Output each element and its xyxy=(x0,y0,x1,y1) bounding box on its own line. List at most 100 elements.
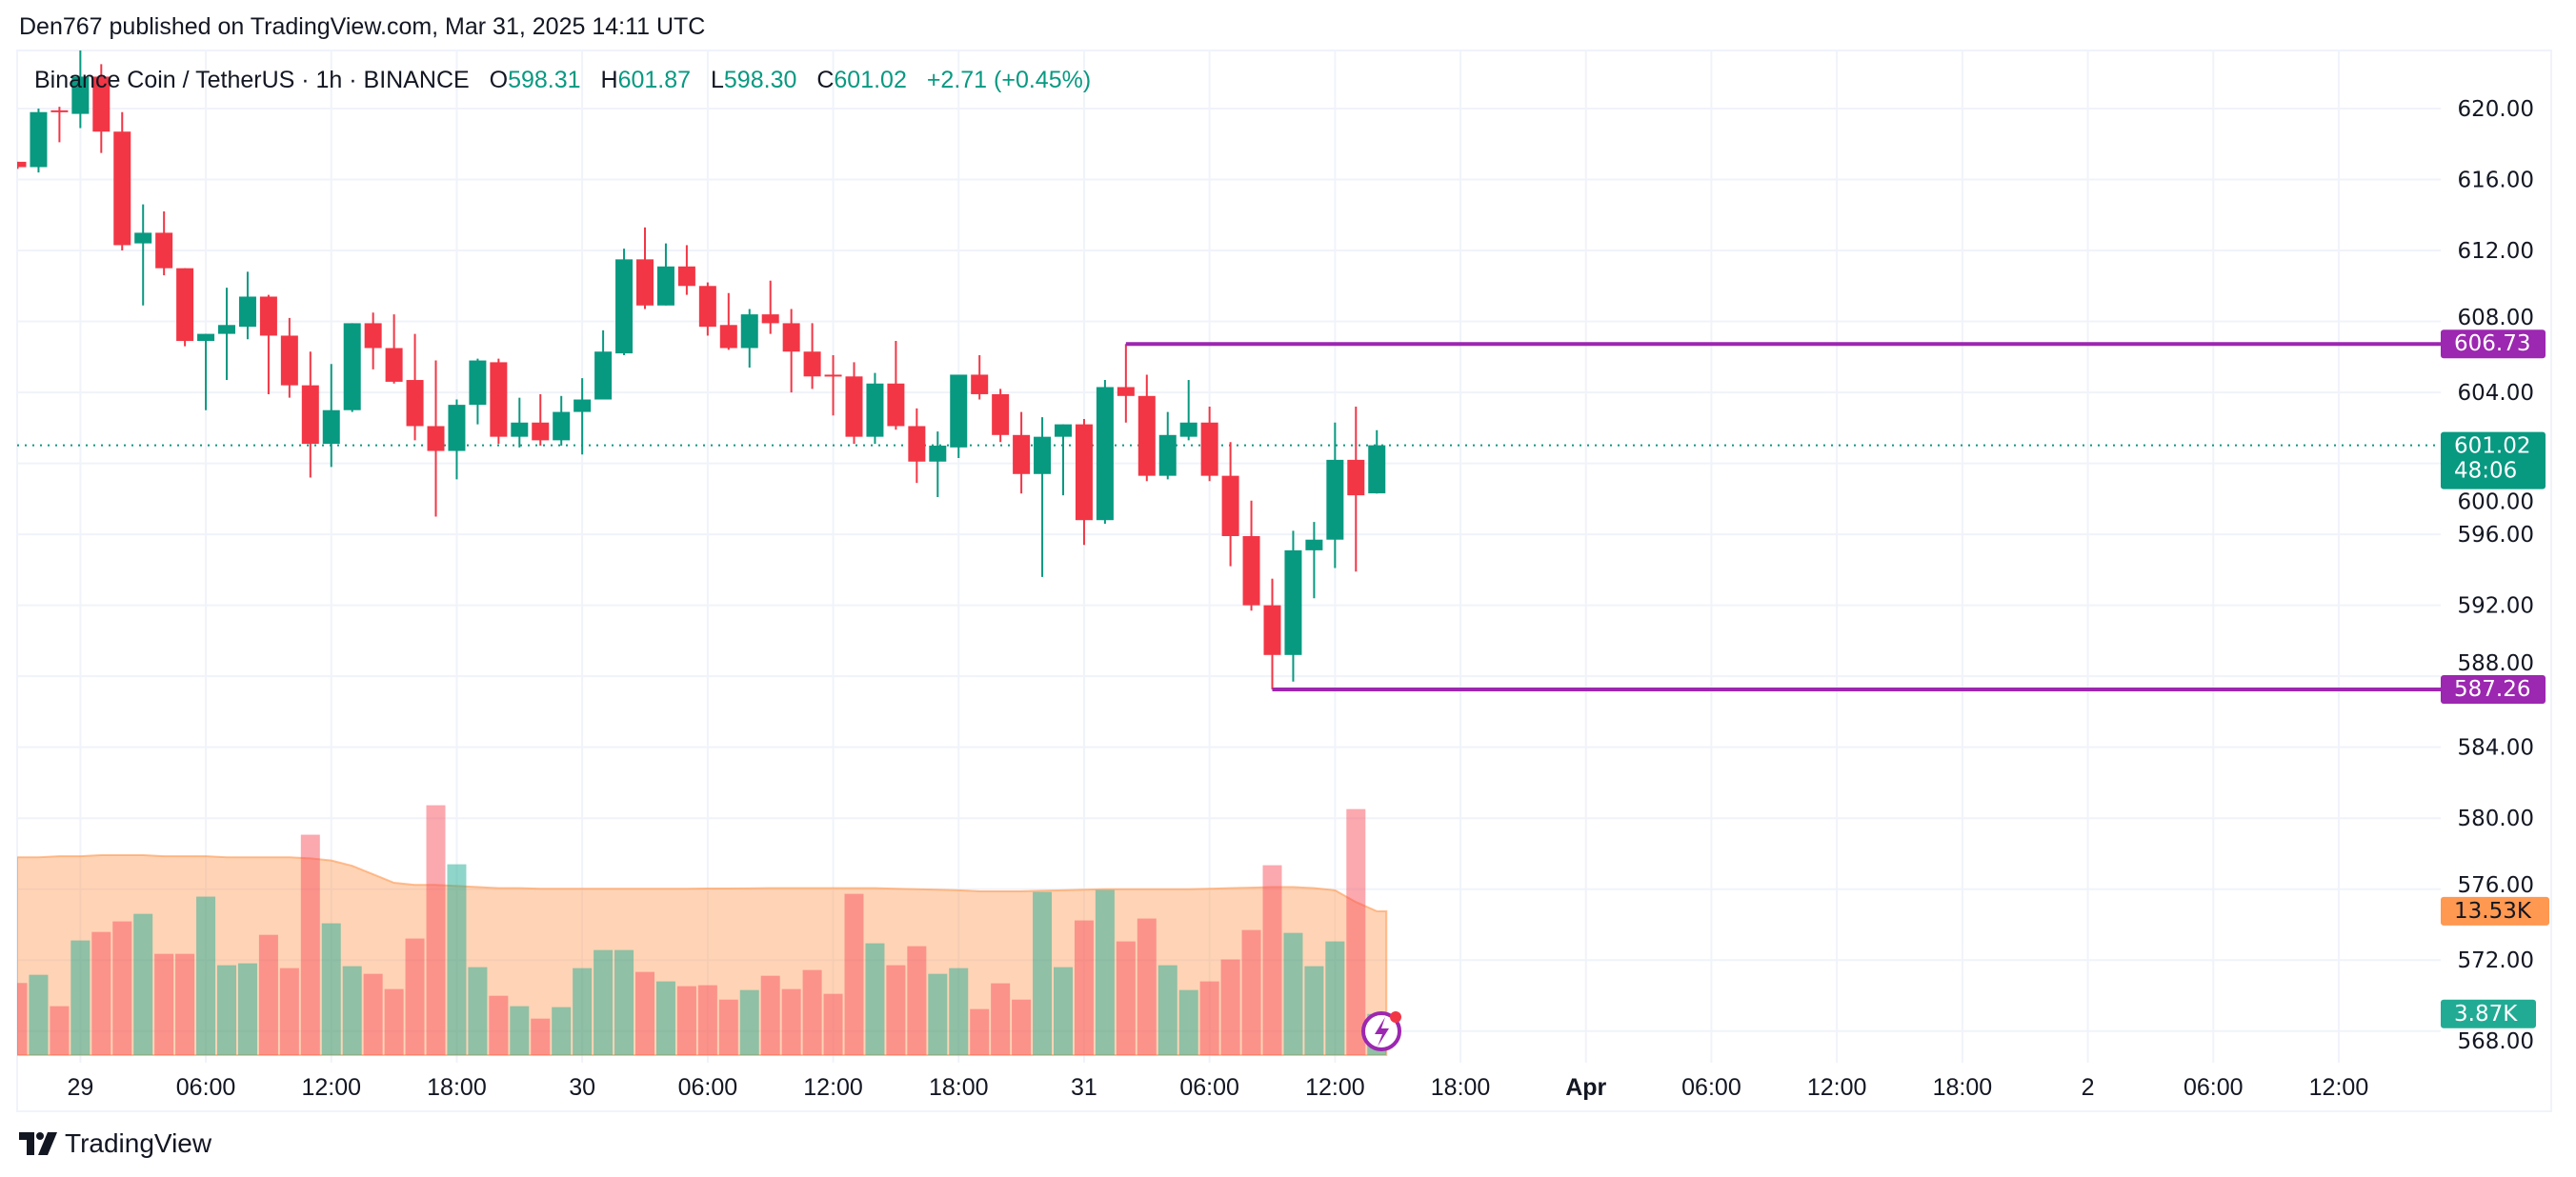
candle-up xyxy=(1305,539,1323,550)
horizontal-levels[interactable] xyxy=(1125,342,2441,691)
candle-down xyxy=(280,335,298,386)
volume-ma-label-box xyxy=(2441,896,2549,926)
volume-label-box xyxy=(2441,999,2536,1028)
volume-bar xyxy=(384,988,404,1055)
volume-bar xyxy=(697,985,717,1055)
time-tick-label: 12:00 xyxy=(1807,1074,1867,1101)
change-value: +2.71 (+0.45%) xyxy=(926,67,1092,93)
candle-up xyxy=(238,296,256,328)
volume-bar xyxy=(1137,918,1157,1055)
candle-down xyxy=(636,259,654,306)
open-value: 598.31 xyxy=(508,67,581,93)
volume-bar xyxy=(154,953,174,1055)
candles xyxy=(17,50,2441,689)
candle-down xyxy=(1075,424,1093,521)
symbol-title[interactable]: Binance Coin / TetherUS · 1h · BINANCE xyxy=(34,67,470,93)
price-tick-label: 616.00 xyxy=(2458,169,2534,193)
candle-up xyxy=(134,232,152,244)
time-tick-label: Apr xyxy=(1565,1074,1606,1101)
time-tick-label: 18:00 xyxy=(1933,1074,1993,1101)
candle-up xyxy=(929,445,947,462)
volume-bar xyxy=(112,921,132,1055)
price-tick-label: 576.00 xyxy=(2458,873,2534,898)
candle-down xyxy=(1263,605,1281,655)
candle-down xyxy=(92,76,111,132)
candle-up xyxy=(866,383,884,437)
candle-up xyxy=(950,374,968,448)
price-tick-label: 592.00 xyxy=(2458,594,2534,619)
time-tick-label: 12:00 xyxy=(2309,1074,2369,1101)
candle-up xyxy=(615,259,634,354)
candle-down xyxy=(1200,422,1218,476)
price-tick-label: 588.00 xyxy=(2458,651,2534,676)
price-tick-label: 600.00 xyxy=(2458,490,2534,515)
lightning-icon[interactable] xyxy=(1361,1011,1401,1051)
support-price-label: 587.26 xyxy=(2454,677,2530,702)
candle-down xyxy=(803,351,821,377)
volume-bar xyxy=(844,893,864,1055)
candle-up xyxy=(1326,459,1344,540)
volume-bar xyxy=(1262,865,1282,1055)
time-tick-label: 2 xyxy=(2082,1074,2095,1101)
close-label: C xyxy=(816,67,835,93)
candle-down xyxy=(1347,459,1365,496)
volume-bar xyxy=(865,943,885,1055)
volume-bar xyxy=(1157,965,1177,1055)
candle-down xyxy=(1242,535,1260,606)
price-axis[interactable]: 620.00 616.00 612.00 608.00 604.00 600.00 596.… xyxy=(2458,97,2534,1054)
candle-down xyxy=(1221,475,1239,536)
candle-down xyxy=(992,393,1010,435)
candle-up xyxy=(30,111,48,168)
tradingview-logo[interactable]: TradingView xyxy=(19,1128,211,1159)
volume-bar xyxy=(70,940,91,1055)
candle-down xyxy=(845,376,863,437)
candle-down xyxy=(176,268,194,342)
volume-bar xyxy=(50,1006,70,1055)
candle-up xyxy=(1284,549,1302,655)
high-label: H xyxy=(600,67,618,93)
volume-bar xyxy=(781,988,801,1055)
time-tick-label: 12:00 xyxy=(803,1074,863,1101)
candle-up xyxy=(1179,422,1197,437)
volume-bar xyxy=(489,995,509,1055)
time-tick-label: 06:00 xyxy=(2184,1074,2244,1101)
volume-bar xyxy=(970,1008,990,1055)
price-tick-label: 620.00 xyxy=(2458,97,2534,122)
time-tick-label: 06:00 xyxy=(176,1074,236,1101)
time-tick-label: 18:00 xyxy=(929,1074,989,1101)
candle-up xyxy=(1368,445,1386,494)
volume-bar xyxy=(573,968,593,1055)
volume-bar xyxy=(1178,989,1198,1055)
volume-bar xyxy=(258,934,278,1055)
candle-down xyxy=(490,362,508,437)
candle-down xyxy=(1013,434,1031,474)
volume-bar xyxy=(17,983,28,1055)
time-tick-label: 29 xyxy=(67,1074,93,1101)
volume-bar xyxy=(1116,941,1136,1055)
volume-bar xyxy=(342,966,362,1055)
volume-bar xyxy=(1199,981,1219,1055)
high-value: 601.87 xyxy=(617,67,692,93)
candle-down xyxy=(259,296,277,336)
price-tick-label: 584.00 xyxy=(2458,736,2534,761)
volume-bar xyxy=(739,989,759,1055)
volume-bar xyxy=(91,931,111,1055)
volume-bar xyxy=(1054,967,1073,1055)
volume-bar xyxy=(1304,966,1324,1055)
candle-up xyxy=(740,314,758,349)
volume-bar xyxy=(321,923,341,1055)
volume-bar xyxy=(907,946,927,1055)
volume-bar xyxy=(447,864,467,1055)
volume-bar xyxy=(468,967,488,1055)
volume-bar xyxy=(991,983,1011,1055)
resistance-price-label: 606.73 xyxy=(2454,331,2530,356)
candle-up xyxy=(469,360,487,406)
volume-bar xyxy=(594,949,614,1055)
volume-bar xyxy=(363,973,383,1055)
time-axis[interactable]: 29 06:00 12:00 18:00 30 06:00 12:00 18:00 31 06:0… xyxy=(67,1074,2368,1101)
volume-bar xyxy=(886,965,906,1055)
volume-bar xyxy=(1325,941,1345,1055)
candle-up xyxy=(71,76,90,114)
volume-ma-label: 13.53K xyxy=(2454,899,2532,924)
